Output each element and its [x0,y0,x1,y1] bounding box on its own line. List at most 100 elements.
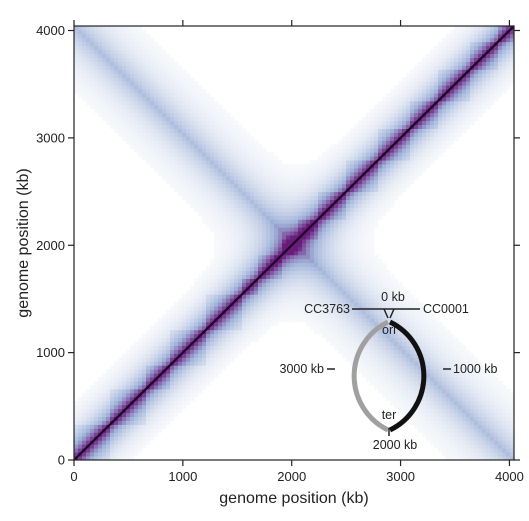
heatmap-cell [406,73,411,78]
heatmap-cell [238,156,243,161]
heatmap-cell [258,270,263,275]
heatmap-cell [110,400,115,406]
heatmap-cell [218,345,223,350]
heatmap-cell [358,282,363,287]
heatmap-cell [102,381,107,386]
heatmap-cell [358,290,363,295]
heatmap-cell [130,26,135,31]
heatmap-cell [402,345,407,350]
heatmap-cell [434,392,439,398]
heatmap-cell [338,274,343,279]
heatmap-cell [318,203,323,208]
heatmap-cell [414,329,419,335]
heatmap-cell [170,164,175,169]
heatmap-cell [314,187,319,193]
heatmap-cell [374,171,379,177]
heatmap-cell [138,353,143,358]
heatmap-cell [218,266,223,272]
heatmap-cell [222,132,227,137]
heatmap-cell [166,152,171,157]
heatmap-cell [382,262,387,268]
heatmap-cell [174,164,179,169]
heatmap-cell [418,306,423,311]
heatmap-cell [342,310,347,315]
heatmap-cell [374,215,379,220]
heatmap-cell [126,412,131,417]
heatmap-cell [318,246,323,252]
heatmap-cell [242,203,247,208]
heatmap-cell [214,199,219,204]
heatmap-cell [350,353,355,358]
heatmap-cell [274,231,279,236]
heatmap-cell [370,254,375,260]
heatmap-cell [266,262,271,268]
heatmap-cell [342,333,347,339]
heatmap-cell [198,183,203,189]
heatmap-cell [434,440,439,445]
heatmap-cell [350,187,355,193]
heatmap-cell [250,321,255,327]
heatmap-cell [382,211,387,216]
heatmap-cell [382,294,387,299]
heatmap-cell [242,187,247,193]
heatmap-cell [422,333,427,339]
heatmap-cell [382,179,387,185]
heatmap-cell [302,266,307,272]
heatmap-cell [374,317,379,323]
heatmap-cell [98,108,103,114]
heatmap-cell [142,37,147,43]
heatmap-cell [238,325,243,331]
heatmap-cell [266,168,271,173]
heatmap-cell [110,104,115,110]
heatmap-cell [278,219,283,224]
heatmap-cell [254,235,259,240]
heatmap-cell [118,452,123,457]
heatmap-cell [134,365,139,370]
heatmap-cell [426,436,431,441]
heatmap-cell [290,278,295,283]
heatmap-cell [170,345,175,350]
heatmap-cell [318,270,323,275]
heatmap-cell [226,258,231,264]
heatmap-cell [242,128,247,133]
heatmap-cell [202,132,207,137]
heatmap-cell [430,333,435,339]
heatmap-cell [194,128,199,133]
heatmap-cell [142,156,147,161]
heatmap-cell [334,175,339,181]
heatmap-cell [130,349,135,354]
heatmap-cell [110,448,115,453]
heatmap-cell [258,302,263,307]
heatmap-cell [334,274,339,279]
heatmap-cell [362,294,367,299]
heatmap-cell [214,100,219,106]
heatmap-cell [410,175,415,181]
heatmap-cell [350,345,355,350]
heatmap-cell [326,148,331,153]
heatmap-cell [346,270,351,275]
heatmap-cell [174,321,179,327]
heatmap-cell [430,353,435,358]
heatmap-cell [410,77,415,82]
heatmap-cell [342,345,347,350]
heatmap-cell [366,290,371,295]
heatmap-cell [346,136,351,141]
heatmap-cell [382,325,387,331]
heatmap-cell [106,73,111,78]
heatmap-cell [194,278,199,283]
heatmap-cell [178,396,183,402]
heatmap-cell [366,144,371,149]
heatmap-cell [406,97,411,102]
heatmap-cell [350,361,355,366]
heatmap-cell [222,187,227,193]
heatmap-cell [374,124,379,129]
heatmap-cell [330,179,335,185]
heatmap-cell [142,365,147,370]
heatmap-cell [422,136,427,141]
heatmap-cell [130,424,135,429]
heatmap-cell [246,211,251,216]
heatmap-cell [206,164,211,169]
heatmap-cell [406,408,411,414]
heatmap-cell [78,53,83,58]
heatmap-cell [94,448,99,453]
